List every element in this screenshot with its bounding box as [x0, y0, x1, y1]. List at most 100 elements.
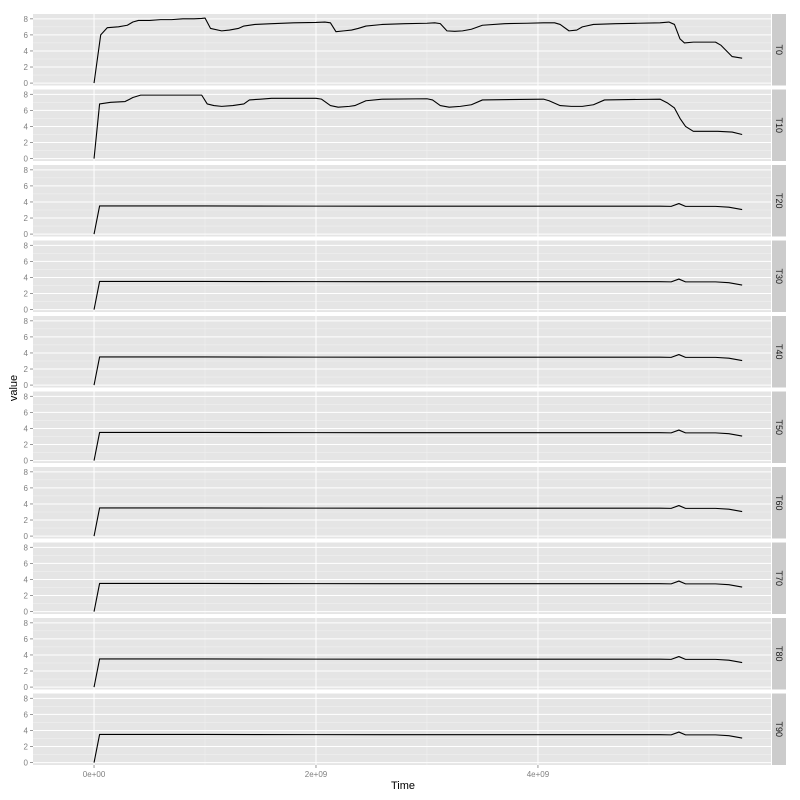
series-line-t60: [93, 505, 743, 537]
facet-strip: [772, 89, 786, 161]
series-line-t50: [93, 429, 743, 461]
y-tick-label: 4: [24, 726, 29, 735]
y-tick-label: 2: [24, 214, 29, 223]
y-tick-label: 4: [24, 273, 29, 282]
panel-background: [33, 165, 771, 237]
series-line-t40: [93, 354, 743, 386]
facet-panel-t90: 0 2 4 6 8 T90: [24, 693, 786, 768]
y-tick-label: 0: [24, 532, 29, 541]
facet-strip: [772, 467, 786, 539]
y-tick-label: 4: [24, 575, 29, 584]
y-tick-label: 8: [24, 619, 29, 628]
facet-strip-label: T0: [774, 44, 784, 55]
y-tick-label: 2: [24, 63, 29, 72]
y-tick-label: 8: [24, 694, 29, 703]
y-tick-label: 0: [24, 381, 29, 390]
facet-strip-label: T50: [774, 419, 784, 435]
facets-layer: 0 2 4 6 8 T0 0 2 4 6 8 T10 0 2 4 6 8 T20 0 2 4 6 8 T30 0 2 4 6 8 T40 0…: [24, 14, 786, 768]
facet-strip: [772, 542, 786, 614]
y-tick-label: 0: [24, 155, 29, 164]
y-tick-label: 8: [24, 241, 29, 250]
series-line-t0: [93, 17, 743, 84]
facet-strip-label: T60: [774, 495, 784, 511]
x-tick-label: 4e+09: [527, 770, 550, 779]
y-tick-label: 4: [24, 198, 29, 207]
facet-strip-label: T10: [774, 117, 784, 133]
panel-background: [33, 316, 771, 388]
facet-strip: [772, 391, 786, 463]
series-line-t20: [93, 203, 743, 235]
y-tick-label: 6: [24, 31, 29, 40]
facet-panel-t10: 0 2 4 6 8 T10: [24, 89, 786, 164]
y-tick-label: 0: [24, 79, 29, 88]
y-tick-label: 2: [24, 667, 29, 676]
facet-panel-t60: 0 2 4 6 8 T60: [24, 467, 786, 541]
y-tick-label: 6: [24, 710, 29, 719]
y-tick-label: 0: [24, 608, 29, 617]
y-tick-label: 8: [24, 392, 29, 401]
y-tick-label: 4: [24, 349, 29, 358]
y-tick-label: 6: [24, 559, 29, 568]
facet-strip: [772, 240, 786, 312]
panel-background: [33, 693, 771, 765]
y-tick-label: 6: [24, 333, 29, 342]
y-tick-label: 2: [24, 290, 29, 299]
y-tick-label: 2: [24, 441, 29, 450]
y-tick-label: 2: [24, 743, 29, 752]
x-axis: 0e+00 2e+09 4e+09: [83, 765, 550, 779]
y-tick-label: 6: [24, 484, 29, 493]
y-tick-label: 6: [24, 257, 29, 266]
facet-panel-t70: 0 2 4 6 8 T70: [24, 542, 786, 617]
panel-background: [33, 14, 771, 86]
facet-panel-t50: 0 2 4 6 8 T50: [24, 391, 786, 466]
x-tick-label: 0e+00: [83, 770, 106, 779]
y-tick-label: 0: [24, 759, 29, 768]
facet-strip-label: T40: [774, 344, 784, 360]
facet-strip: [772, 316, 786, 388]
y-tick-label: 8: [24, 543, 29, 552]
y-tick-label: 4: [24, 424, 29, 433]
panel-background: [33, 542, 771, 614]
y-tick-label: 6: [24, 408, 29, 417]
y-tick-label: 4: [24, 500, 29, 509]
facet-strip: [772, 14, 786, 86]
y-tick-label: 0: [24, 683, 29, 692]
y-tick-label: 4: [24, 122, 29, 131]
panel-background: [33, 391, 771, 463]
series-line-t30: [93, 278, 743, 310]
y-tick-label: 4: [24, 47, 29, 56]
facet-strip: [772, 693, 786, 765]
series-line-t10: [93, 94, 743, 159]
panel-background: [33, 240, 771, 312]
y-tick-label: 8: [24, 317, 29, 326]
y-tick-label: 0: [24, 306, 29, 315]
facet-panel-t80: 0 2 4 6 8 T80: [24, 618, 786, 692]
facet-panel-t30: 0 2 4 6 8 T30: [24, 240, 786, 315]
y-tick-label: 6: [24, 635, 29, 644]
facet-strip: [772, 618, 786, 690]
y-tick-label: 2: [24, 365, 29, 374]
y-axis-title: value: [8, 375, 20, 401]
facet-strip-label: T90: [774, 721, 784, 737]
panel-background: [33, 467, 771, 539]
facet-strip-label: T30: [774, 268, 784, 284]
panel-background: [33, 89, 771, 161]
facet-panel-t0: 0 2 4 6 8 T0: [24, 14, 786, 88]
facet-strip-label: T70: [774, 570, 784, 586]
y-tick-label: 6: [24, 182, 29, 191]
y-tick-label: 4: [24, 651, 29, 660]
y-tick-label: 8: [24, 90, 29, 99]
y-tick-label: 0: [24, 230, 29, 239]
series-line-t80: [93, 656, 743, 688]
facet-strip: [772, 165, 786, 237]
y-tick-label: 8: [24, 166, 29, 175]
y-tick-label: 8: [24, 468, 29, 477]
series-line-t70: [93, 580, 743, 612]
facet-panel-t20: 0 2 4 6 8 T20: [24, 165, 786, 239]
y-tick-label: 8: [24, 15, 29, 24]
x-tick-label: 2e+09: [305, 770, 328, 779]
facet-strip-label: T20: [774, 193, 784, 209]
series-line-t90: [93, 731, 743, 763]
panel-background: [33, 618, 771, 690]
